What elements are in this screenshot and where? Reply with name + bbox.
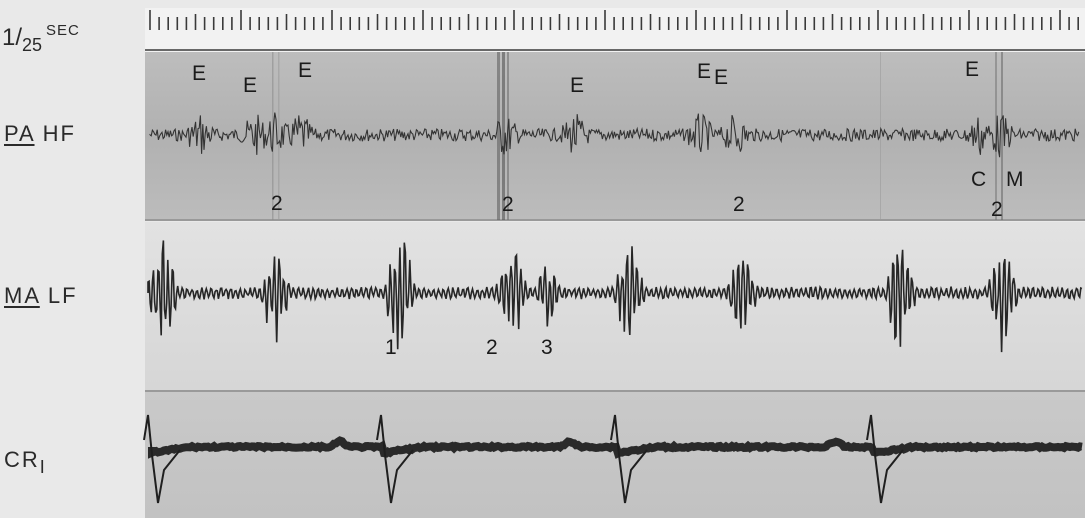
pa-annotation-2: 2 — [502, 193, 514, 216]
cr-i-trace — [143, 414, 904, 504]
cr-i-label: CRI — [4, 447, 47, 478]
pa-hf-site: PA — [4, 121, 35, 146]
time-scale-label: 1/25SEC — [2, 22, 80, 56]
artifact-streak — [278, 52, 280, 220]
pa-annotation-e: E — [192, 62, 207, 85]
time-scale-strip — [145, 8, 1085, 52]
ma-lf-filter: LF — [47, 283, 78, 308]
pa-annotation-m: M — [1006, 168, 1024, 191]
pa-annotation-e: E — [697, 60, 712, 83]
time-scale-ticks — [149, 10, 1079, 30]
ma-lf-label: MA LF — [4, 283, 78, 309]
artifact-streak — [880, 52, 881, 220]
pa-annotation-2: 2 — [271, 192, 283, 215]
pa-hf-trace — [149, 112, 1080, 158]
artifact-streak — [502, 52, 505, 220]
time-scale-unit: SEC — [46, 22, 80, 39]
pa-annotation-c: C — [971, 168, 987, 191]
ma-annotation-2: 2 — [486, 336, 498, 359]
pa-hf-label: PA HF — [4, 121, 76, 147]
ma-annotation-3: 3 — [541, 336, 553, 359]
ma-lf-panel — [145, 222, 1085, 390]
ma-lf-site: MA — [4, 283, 40, 308]
pa-hf-filter: HF — [42, 121, 76, 146]
pa-annotation-2: 2 — [733, 193, 745, 216]
cr-i-suffix: I — [39, 457, 47, 477]
artifact-streak — [507, 52, 509, 220]
artifact-streak — [497, 52, 500, 220]
ma-lf-trace — [147, 240, 1083, 353]
ma-annotation-1: 1 — [385, 336, 397, 359]
pa-annotation-2: 2 — [991, 198, 1003, 221]
time-scale-denominator: 25 — [22, 35, 43, 55]
cr-i-prefix: CR — [4, 447, 40, 472]
cr-i-baseline-band — [148, 436, 1083, 459]
pa-annotation-e: E — [714, 66, 729, 89]
time-scale-prefix: 1/ — [2, 24, 23, 51]
pa-annotation-e: E — [570, 74, 585, 97]
pa-annotation-e: E — [243, 74, 258, 97]
pa-annotation-e: E — [965, 58, 980, 81]
artifact-streak — [1001, 52, 1003, 220]
pa-annotation-e: E — [298, 59, 313, 82]
